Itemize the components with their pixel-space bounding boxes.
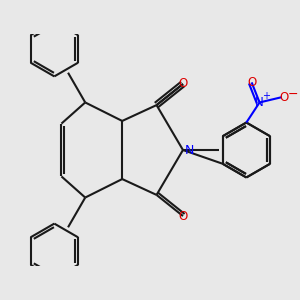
Text: O: O (178, 209, 188, 223)
Text: O: O (279, 91, 289, 104)
Text: +: + (262, 91, 270, 100)
Text: O: O (247, 76, 256, 89)
Text: N: N (184, 143, 194, 157)
Text: −: − (288, 88, 298, 101)
Text: N: N (255, 96, 264, 109)
Text: O: O (178, 77, 188, 91)
